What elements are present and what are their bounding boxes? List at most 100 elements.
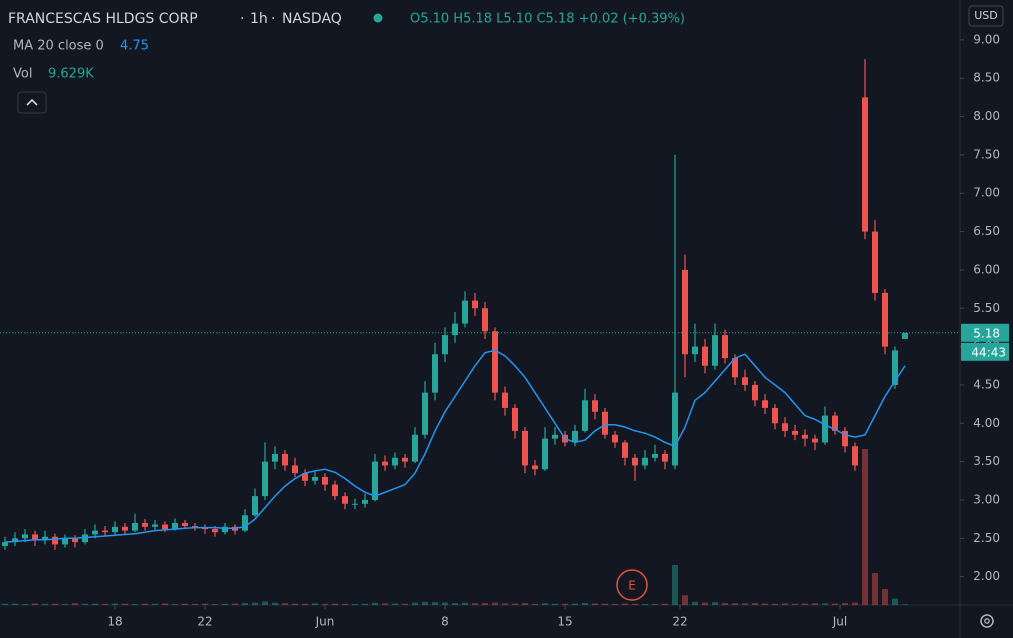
volume-bar xyxy=(492,602,498,605)
volume-bar xyxy=(792,603,798,605)
volume-bar xyxy=(132,604,138,605)
candle-body xyxy=(362,499,368,504)
candle-body xyxy=(772,407,778,424)
volume-bar xyxy=(702,602,708,605)
candle-body xyxy=(902,332,908,339)
volume-bar xyxy=(252,602,258,605)
volume-bar xyxy=(592,603,598,605)
candle-body xyxy=(312,476,318,481)
candle-body xyxy=(332,484,338,497)
symbol-title: FRANCESCAS HLDGS CORP xyxy=(8,11,198,27)
candle-body xyxy=(212,529,218,533)
volume-bar xyxy=(32,603,38,605)
y-tick-label: 2.50 xyxy=(973,531,1000,545)
candle-body xyxy=(552,434,558,439)
candle-body xyxy=(32,534,38,540)
volume-bar xyxy=(832,603,838,605)
candle-body xyxy=(592,400,598,412)
candle-body xyxy=(492,331,498,393)
volume-bar xyxy=(422,601,428,605)
candle-body xyxy=(272,453,278,462)
candle-body xyxy=(42,536,48,540)
volume-bar xyxy=(802,603,808,605)
volume-bar xyxy=(902,604,908,605)
y-tick-label: 4.50 xyxy=(973,377,1000,391)
volume-bar xyxy=(512,603,518,605)
candle-body xyxy=(532,465,538,470)
volume-bar xyxy=(262,601,268,605)
candle-body xyxy=(762,400,768,408)
ma-value: 4.75 xyxy=(120,39,149,54)
collapse-button[interactable] xyxy=(17,91,47,114)
candle-body xyxy=(112,526,118,533)
candle-body xyxy=(442,335,448,355)
volume-bar xyxy=(782,603,788,605)
volume-bar xyxy=(12,603,18,605)
volume-bar xyxy=(62,603,68,605)
candle-body xyxy=(432,354,438,393)
volume-bar xyxy=(392,603,398,605)
candle-body xyxy=(572,430,578,443)
volume-bar xyxy=(502,603,508,605)
volume-bar xyxy=(352,604,358,605)
candle-body xyxy=(2,542,8,546)
volume-bar xyxy=(182,603,188,605)
volume-bar xyxy=(872,573,878,605)
ma-label: MA 20 close 0 xyxy=(13,39,104,54)
volume-bar xyxy=(852,602,858,605)
chevron-icon xyxy=(26,98,38,106)
candle-body xyxy=(622,442,628,458)
x-tick-label: Jul xyxy=(832,615,847,629)
candle-body xyxy=(812,438,818,443)
volume-bar xyxy=(682,595,688,605)
vol-value: 9.629K xyxy=(48,67,94,82)
candle-body xyxy=(722,335,728,359)
candle-body xyxy=(752,384,758,401)
volume-bar xyxy=(122,603,128,605)
candle-body xyxy=(142,522,148,527)
volume-bar xyxy=(42,603,48,605)
candle-body xyxy=(892,350,898,385)
y-tick-label: 3.00 xyxy=(973,492,1000,506)
candle-body xyxy=(692,346,698,355)
volume-bar xyxy=(542,603,548,605)
volume-bar xyxy=(562,603,568,605)
currency: USD xyxy=(974,9,998,22)
candle-body xyxy=(702,346,708,366)
volume-bar xyxy=(652,603,658,605)
candle-body xyxy=(122,526,128,531)
candle-body xyxy=(302,473,308,481)
candle-body xyxy=(802,434,808,439)
candle-body xyxy=(152,524,158,527)
volume-bar xyxy=(602,603,608,605)
volume-bar xyxy=(582,602,588,605)
x-tick-label: 18 xyxy=(107,615,122,629)
volume-bar xyxy=(752,603,758,605)
volume-bar xyxy=(282,603,288,605)
volume-bar xyxy=(662,603,668,605)
volume-bar xyxy=(142,603,148,605)
candle-body xyxy=(662,453,668,462)
currency-button[interactable] xyxy=(968,5,1004,27)
settings-icon[interactable] xyxy=(980,614,994,628)
gear-hub xyxy=(984,618,990,624)
earnings-marker[interactable] xyxy=(616,569,648,601)
y-tick-label: 8.50 xyxy=(973,71,1000,85)
candle-body xyxy=(672,392,678,466)
candle-body xyxy=(392,457,398,466)
volume-bar xyxy=(672,565,678,605)
volume-bar xyxy=(432,602,438,605)
y-tick-label: 9.00 xyxy=(973,32,1000,46)
volume-bar xyxy=(52,603,58,605)
separator: · xyxy=(240,11,244,27)
candle-body xyxy=(712,335,718,366)
candle-body xyxy=(582,400,588,431)
y-tick-label: 5.50 xyxy=(973,301,1000,315)
candle-body xyxy=(612,434,618,443)
separator: · xyxy=(271,11,275,27)
candle-body xyxy=(282,453,288,466)
volume-bar xyxy=(762,603,768,605)
y-tick-label: 6.50 xyxy=(973,224,1000,238)
volume-bar xyxy=(472,603,478,605)
volume-bar xyxy=(412,602,418,605)
